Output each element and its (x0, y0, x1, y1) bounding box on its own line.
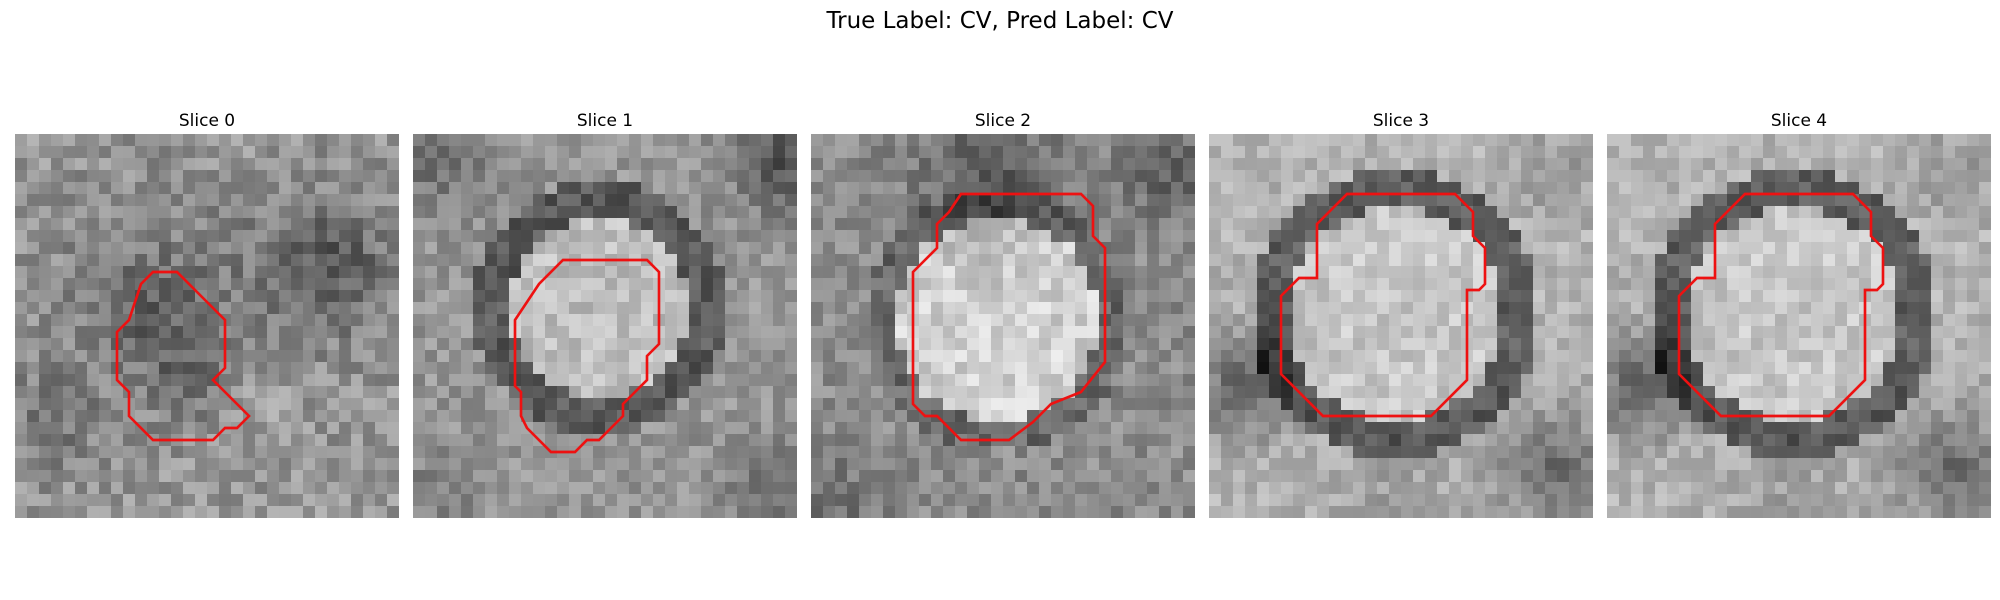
slice-panel-2: Slice 2 (811, 108, 1195, 518)
figure-title: True Label: CV, Pred Label: CV (0, 8, 2000, 34)
slice-image-1 (413, 134, 797, 518)
slice-panel-1: Slice 1 (413, 108, 797, 518)
slice-title-0: Slice 0 (15, 108, 399, 134)
slice-title-1: Slice 1 (413, 108, 797, 134)
slice-panel-0: Slice 0 (15, 108, 399, 518)
slice-panel-3: Slice 3 (1209, 108, 1593, 518)
slice-title-2: Slice 2 (811, 108, 1195, 134)
slice-title-4: Slice 4 (1607, 108, 1991, 134)
slice-image-0 (15, 134, 399, 518)
slice-title-3: Slice 3 (1209, 108, 1593, 134)
slice-image-3 (1209, 134, 1593, 518)
slice-image-4 (1607, 134, 1991, 518)
slice-image-2 (811, 134, 1195, 518)
slice-panel-4: Slice 4 (1607, 108, 1991, 518)
